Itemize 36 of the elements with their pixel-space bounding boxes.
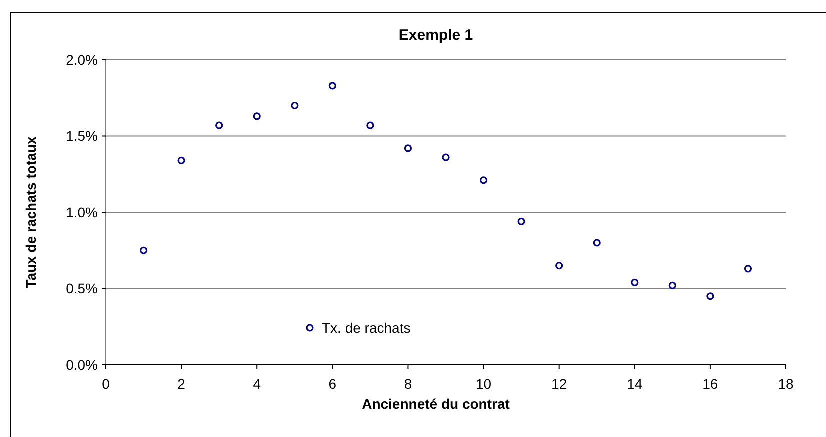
x-tick-label: 18 — [778, 376, 794, 392]
x-tick-label: 14 — [627, 376, 643, 392]
point — [253, 112, 261, 120]
point — [442, 154, 450, 162]
point — [216, 122, 224, 130]
point — [706, 292, 714, 300]
x-tick-label: 10 — [476, 376, 492, 392]
point — [593, 239, 601, 247]
y-axis-title: Taux de rachats totaux — [23, 136, 39, 288]
y-tick-label: 2.0% — [66, 52, 98, 68]
x-tick-label: 12 — [552, 376, 568, 392]
point — [178, 156, 186, 164]
point — [744, 265, 752, 273]
point — [366, 122, 374, 130]
x-tick-label: 4 — [253, 376, 262, 392]
point — [404, 144, 412, 152]
x-tick-label: 0 — [102, 376, 110, 392]
x-tick-label: 6 — [328, 376, 337, 392]
y-tick-label: 0.0% — [66, 356, 98, 373]
y-tick-label: 0.5% — [66, 280, 98, 297]
point — [328, 82, 336, 90]
x-tick-label: 16 — [702, 376, 718, 392]
y-tick-label: 1.0% — [66, 204, 98, 220]
point — [291, 102, 299, 110]
chart-title: Exemple 1 — [398, 27, 474, 44]
point — [518, 218, 526, 226]
legend-label: Tx. de rachats — [322, 320, 411, 336]
x-axis-title: Ancienneté du contrat — [362, 396, 510, 412]
point — [668, 282, 676, 290]
point — [480, 176, 488, 184]
point — [556, 262, 564, 270]
point — [631, 278, 639, 286]
y-tick-label: 1.5% — [66, 128, 98, 144]
x-tick-label: 8 — [404, 376, 412, 392]
x-tick-label: 2 — [178, 376, 186, 392]
point — [140, 246, 148, 254]
